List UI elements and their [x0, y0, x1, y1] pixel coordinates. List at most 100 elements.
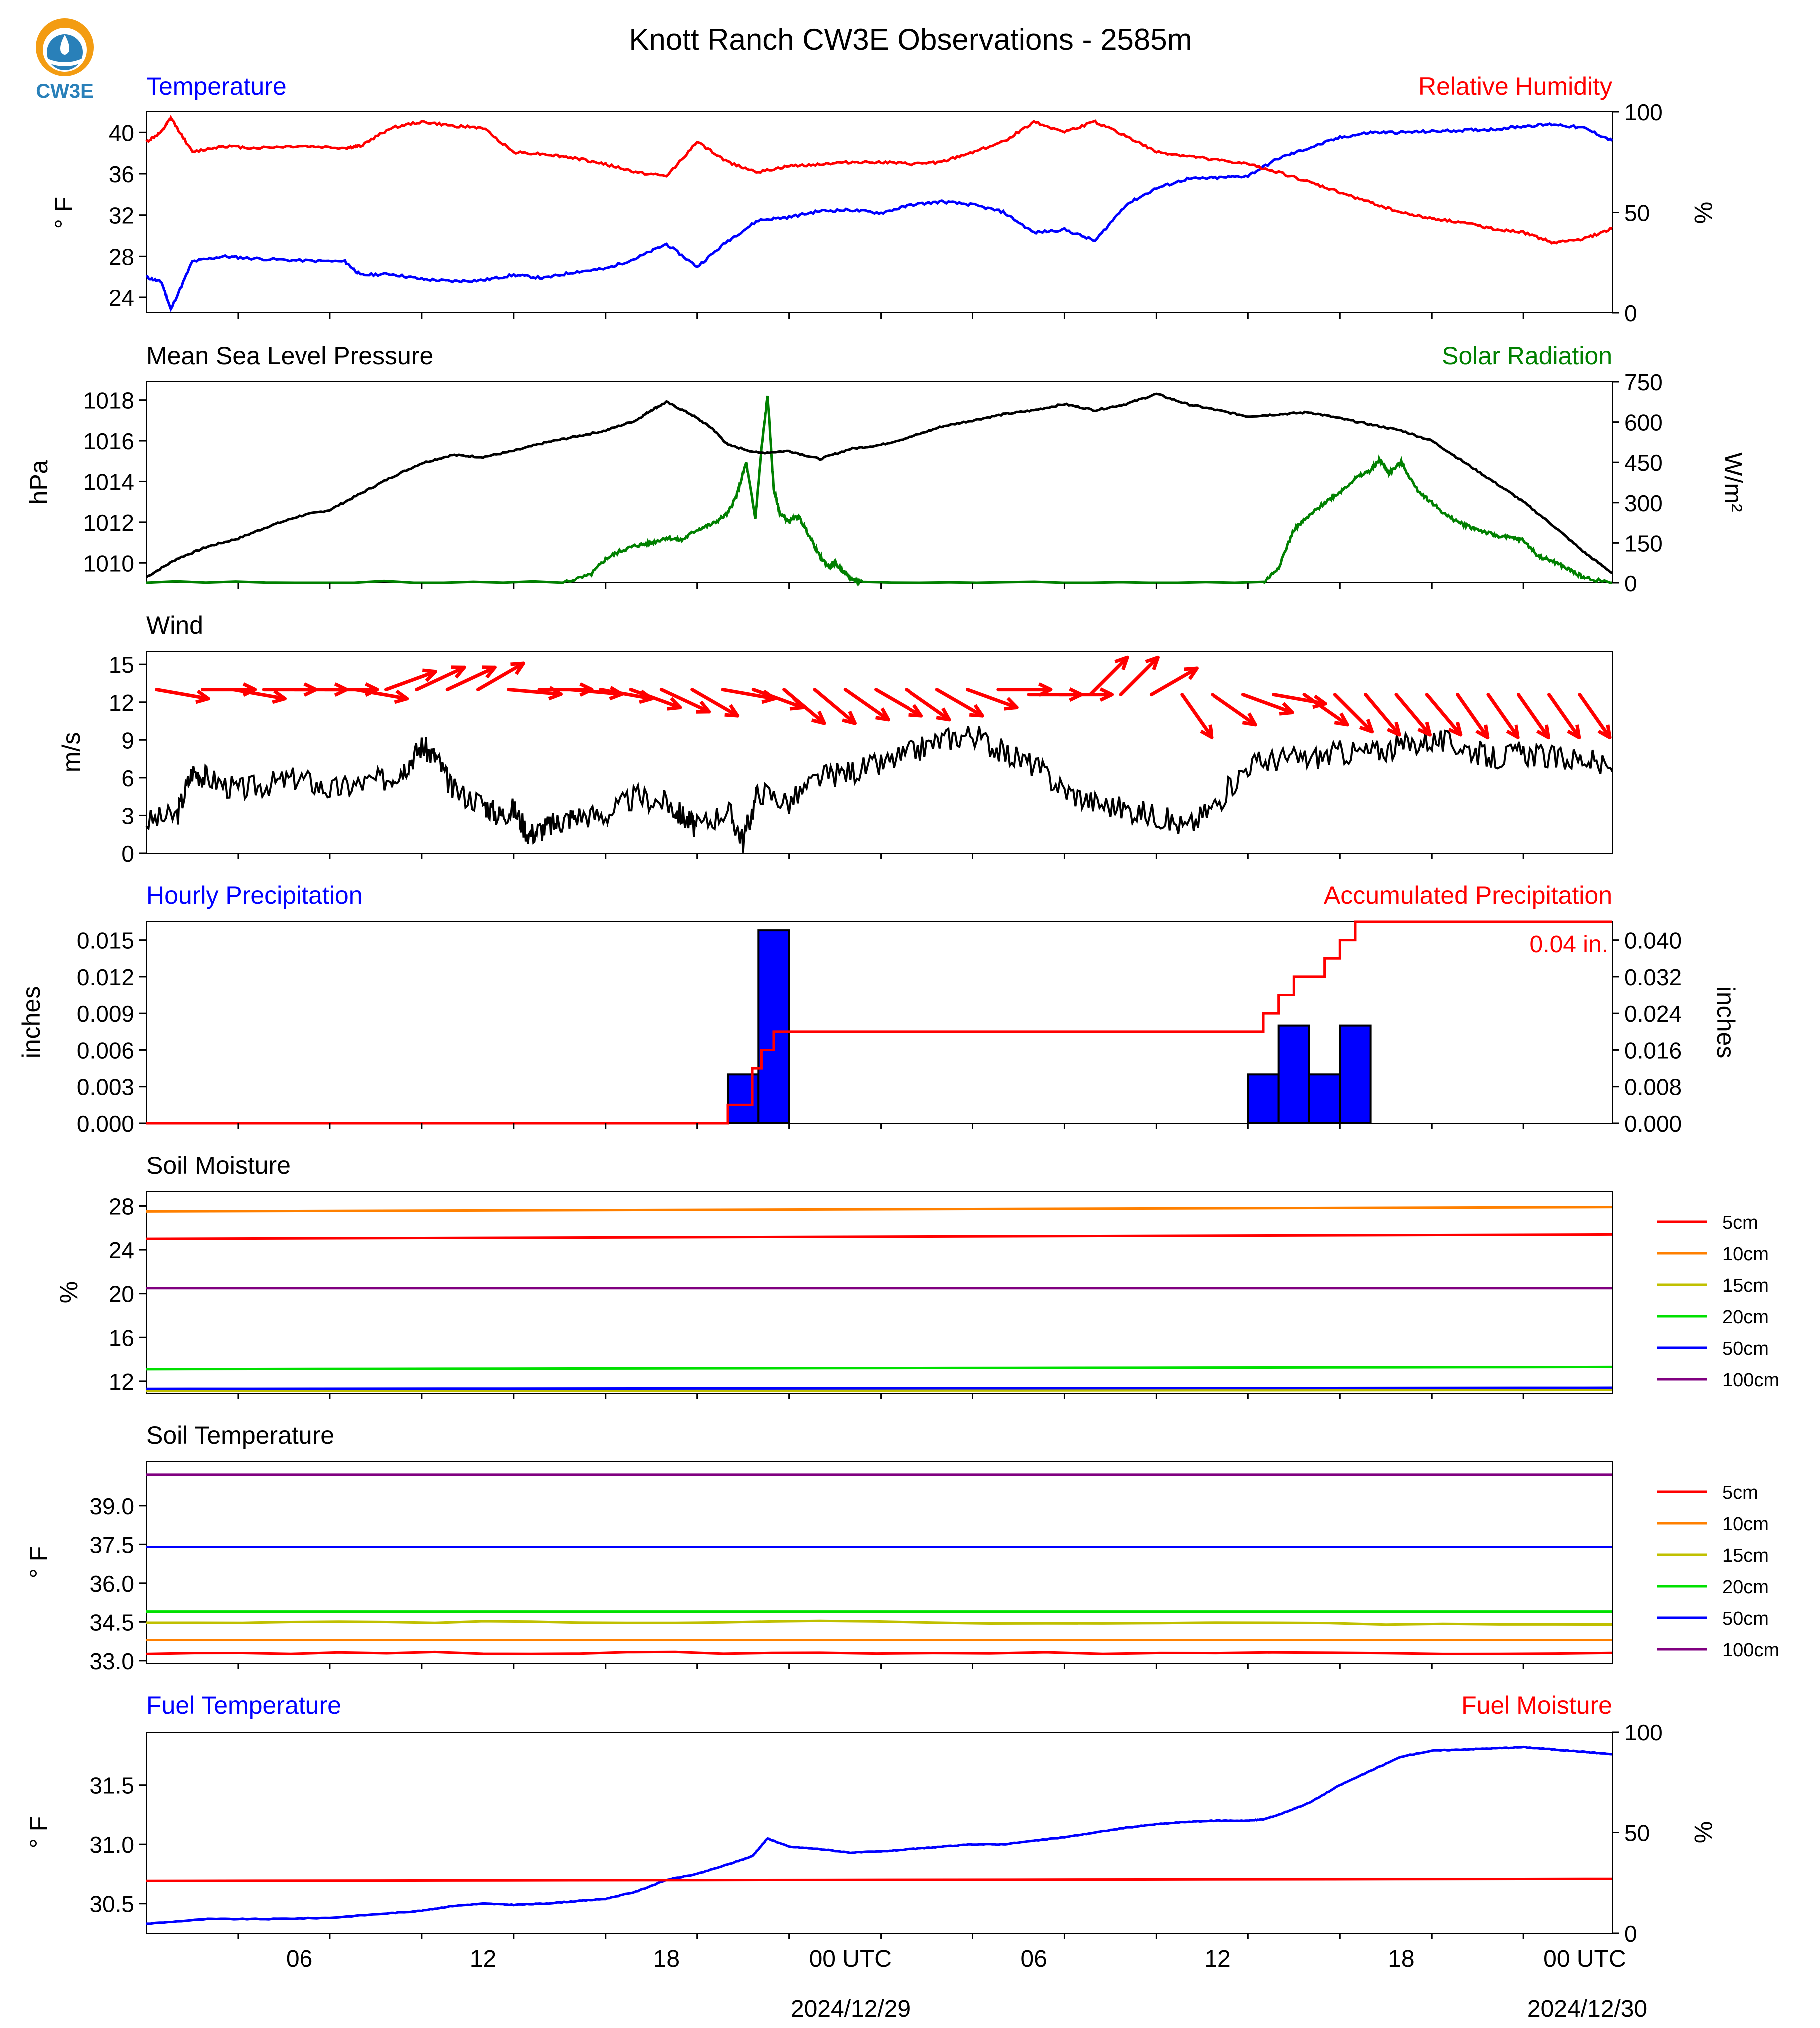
- y-tick-label: 30.5: [89, 1891, 134, 1917]
- y-tick-label: 0.003: [77, 1074, 134, 1100]
- wind-arrow-head: [1475, 724, 1490, 740]
- y-tick-label: 0: [121, 841, 134, 867]
- panel-title-right: Solar Radiation: [1442, 342, 1612, 370]
- y-tick-label: 33.0: [89, 1648, 134, 1674]
- series-line-50cm: [146, 1386, 1613, 1390]
- y-tick-layer-left: 15 12 9 6 3 0: [109, 652, 146, 867]
- wind-arrow-head: [1114, 655, 1129, 671]
- series-line-pressure: [145, 392, 1613, 578]
- y-tick-label: 37.5: [89, 1532, 134, 1558]
- y-tick-label: 0: [1624, 300, 1637, 326]
- wind-arrow-head: [510, 661, 525, 675]
- precip-total-annotation: 0.04 in.: [1530, 931, 1608, 958]
- legend-label: 50cm: [1722, 1608, 1769, 1629]
- x-tick-label: 00 UTC: [809, 1946, 892, 1972]
- wind-arrow-head: [1184, 666, 1199, 680]
- wind-arrow-head: [667, 697, 682, 711]
- series-line-15cm: [146, 1388, 1613, 1393]
- series-layer: [146, 1745, 1613, 1925]
- y-tick-label: 40: [109, 120, 134, 146]
- precip-bar: [1308, 1073, 1341, 1124]
- legend-label: 100cm: [1722, 1370, 1779, 1391]
- wind-arrow: [1486, 693, 1520, 740]
- wind-arrow: [599, 688, 654, 701]
- y-tick-label: 50: [1624, 200, 1650, 226]
- series-line-temperature: [146, 122, 1613, 312]
- chart-title: Knott Ranch CW3E Observations - 2585m: [629, 23, 1192, 56]
- y-tick-label: 0.000: [77, 1111, 134, 1137]
- wind-arrow-head: [1417, 721, 1432, 737]
- panel-temperature: Temperature Relative Humidity 40 36 32 28 24…: [50, 72, 1717, 326]
- series-line-5cm: [146, 1650, 1613, 1655]
- wind-arrow: [1578, 693, 1612, 740]
- x-date-label: 2024/12/30: [1527, 1996, 1647, 2022]
- y-tick-label: 28: [109, 1193, 134, 1219]
- wind-arrow: [1119, 655, 1160, 697]
- series-line-accumulated-precipitation: [146, 920, 1612, 1125]
- x-tick-label: 06: [286, 1946, 312, 1972]
- plot-frame: [146, 651, 1613, 854]
- y-tick-layer-left: 1018 1016 1014 1012 1010: [83, 388, 146, 576]
- y-tick-layer-left: 40 36 32 28 24: [109, 120, 146, 311]
- wind-arrow-head: [1359, 719, 1374, 734]
- y-tick-label: 0.012: [77, 964, 134, 990]
- wind-arrow: [1149, 666, 1199, 697]
- wind-arrow-head: [1003, 697, 1019, 711]
- series-line-10cm: [146, 1206, 1613, 1213]
- panel-title-left: Wind: [146, 611, 203, 639]
- y-tick-label: 150: [1624, 530, 1663, 556]
- y-tick-label: 3: [121, 803, 134, 829]
- wind-arrow: [874, 688, 923, 718]
- legend-label: 5cm: [1722, 1212, 1758, 1233]
- wind-arrow: [813, 688, 857, 725]
- y-tick-label: 15: [109, 652, 134, 678]
- y-tick-label: 1012: [83, 510, 134, 536]
- series-layer: [145, 115, 1613, 312]
- panel-title-left: Fuel Temperature: [146, 1691, 341, 1719]
- wind-arrow: [1302, 693, 1349, 727]
- wind-arrow: [1088, 655, 1129, 697]
- wind-arrow: [966, 688, 1019, 709]
- wind-arrow: [629, 688, 682, 709]
- wind-arrow-head: [422, 668, 437, 682]
- logo-text: CW3E: [36, 80, 94, 102]
- y-tick-label: 1016: [83, 428, 134, 454]
- wind-arrow: [353, 688, 409, 701]
- y-tick-label: 36.0: [89, 1571, 134, 1597]
- precip-bar: [1339, 1024, 1372, 1124]
- y-axis-label-left: %: [55, 1281, 83, 1303]
- wind-arrow-head: [811, 710, 826, 725]
- wind-arrow: [1425, 693, 1463, 737]
- y-tick-layer-left: 31.5 31.0 30.5: [89, 1773, 146, 1917]
- wind-arrow-head: [1506, 724, 1520, 740]
- y-tick-label: 31.5: [89, 1773, 134, 1799]
- series-line-fuel-moisture: [146, 1877, 1613, 1882]
- y-axis-label-left: inches: [17, 986, 45, 1059]
- panel-fuel: Fuel Temperature Fuel Moisture 31.531.03…: [25, 1691, 1717, 1947]
- wind-arrow-head: [1242, 712, 1257, 727]
- y-axis-label-left: ° F: [25, 1816, 53, 1848]
- panel-pressure-solar: Mean Sea Level Pressure Solar Radiation …: [25, 342, 1747, 596]
- wind-arrow: [1211, 693, 1257, 727]
- wind-arrow-head: [195, 689, 210, 704]
- y-tick-label: 31.0: [89, 1832, 134, 1858]
- wind-arrow-head: [842, 710, 857, 725]
- wind-arrow-head: [1448, 721, 1463, 737]
- y-tick-label: 300: [1624, 490, 1663, 516]
- wind-arrow: [1394, 693, 1432, 737]
- panel-title-left: Temperature: [146, 72, 287, 100]
- y-tick-label: 0.008: [1624, 1074, 1682, 1100]
- legend-label: 5cm: [1722, 1482, 1758, 1503]
- wind-arrow: [415, 665, 466, 692]
- wind-arrow: [905, 688, 951, 722]
- series-line-20cm: [146, 1365, 1613, 1371]
- x-date-label: 2024/12/29: [791, 1996, 910, 2022]
- y-tick-label: 9: [121, 727, 134, 753]
- y-tick-label: 0.009: [77, 1001, 134, 1027]
- wind-arrow-head: [1536, 724, 1550, 740]
- wind-arrow: [843, 688, 890, 722]
- wind-arrow: [1241, 693, 1294, 714]
- y-tick-layer-right: 0.040 0.032 0.024 0.016 0.008 0.000: [1612, 928, 1682, 1137]
- wind-arrow-head: [394, 689, 409, 704]
- panel-title-left: Soil Moisture: [146, 1152, 291, 1179]
